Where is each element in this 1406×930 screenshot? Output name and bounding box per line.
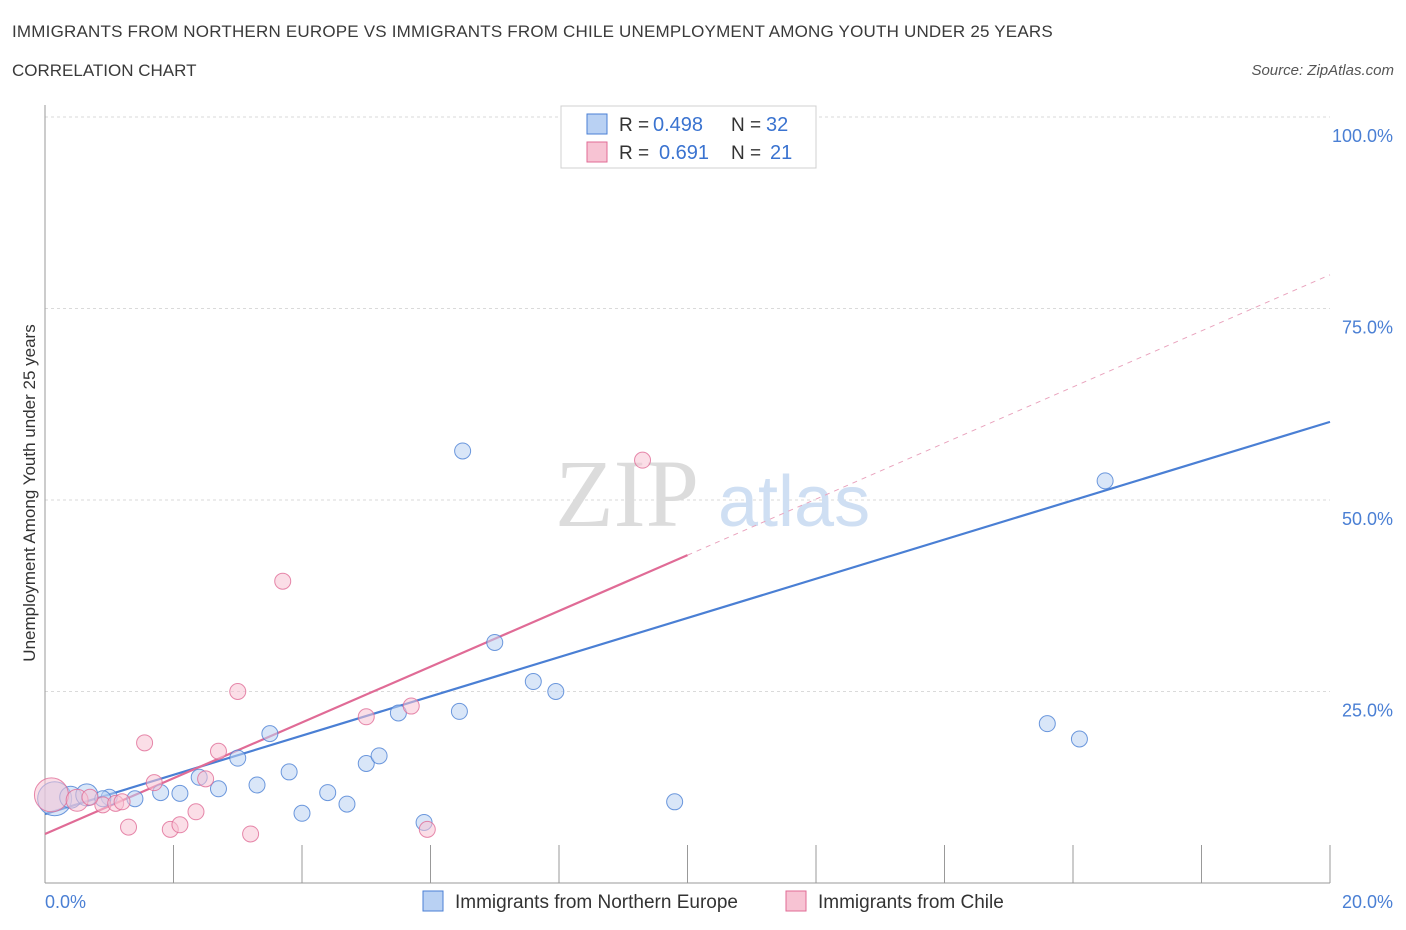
point-chile-12 xyxy=(229,683,247,700)
stats-n-value-2: 21 xyxy=(770,142,792,164)
stats-n-value-1: 32 xyxy=(766,114,788,136)
point-northern-europe-10 xyxy=(248,776,266,794)
point-chile-14 xyxy=(274,572,292,590)
point-chile-20 xyxy=(113,793,131,811)
y-tick-label-0: 25.0% xyxy=(1342,701,1393,721)
point-northern-europe-22 xyxy=(486,633,504,651)
series-legend: Immigrants from Northern Europe Immigran… xyxy=(422,890,1004,913)
watermark: ZIP atlas xyxy=(555,440,870,547)
chart-subtitle: CORRELATION CHART xyxy=(12,61,197,80)
point-chile-4 xyxy=(120,818,138,836)
stats-swatch-blue xyxy=(586,113,608,135)
x-tick-labels: 0.0% 20.0% xyxy=(45,892,1393,912)
trend-line-chile-extension xyxy=(687,274,1331,556)
x-tick-label-0: 0.0% xyxy=(45,892,86,912)
point-chile-13 xyxy=(242,825,260,843)
y-tick-labels: 25.0% 50.0% 75.0% 100.0% xyxy=(1332,126,1393,721)
point-northern-europe-20 xyxy=(450,702,468,720)
point-chile-8 xyxy=(171,816,189,834)
point-northern-europe-25 xyxy=(666,793,684,811)
point-chile-6 xyxy=(145,774,163,792)
point-chile-0 xyxy=(33,777,69,813)
stats-legend: R = 0.498 N = 32 R = 0.691 N = 21 xyxy=(560,105,817,169)
svg-text:R =: R = xyxy=(619,115,649,136)
point-northern-europe-16 xyxy=(357,755,375,773)
stats-swatch-pink xyxy=(586,141,608,163)
stats-n-label-2: N = xyxy=(731,143,761,164)
stats-r-value-1: 0.498 xyxy=(653,114,703,136)
stats-n-label-1: N = xyxy=(731,115,761,136)
point-northern-europe-29 xyxy=(1070,730,1088,748)
data-points xyxy=(33,108,1114,843)
legend-swatch-pink xyxy=(785,890,807,912)
legend-label-pink: Immigrants from Chile xyxy=(818,892,1004,913)
watermark-zip: ZIP xyxy=(555,440,699,547)
y-tick-label-3: 100.0% xyxy=(1332,126,1393,146)
point-chile-16 xyxy=(402,697,420,715)
point-northern-europe-12 xyxy=(280,763,298,781)
stats-r-value-2: 0.691 xyxy=(659,142,709,164)
stats-r-label-1: R = xyxy=(619,115,649,136)
y-tick-label-1: 50.0% xyxy=(1342,509,1393,529)
point-chile-18 xyxy=(634,451,652,469)
point-chile-5 xyxy=(136,734,154,752)
point-northern-europe-14 xyxy=(319,784,337,802)
trend-line-northern-europe xyxy=(44,420,1331,816)
legend-swatch-blue xyxy=(422,890,444,912)
point-chile-19 xyxy=(81,788,99,806)
point-northern-europe-17 xyxy=(370,747,388,765)
legend-label-blue: Immigrants from Northern Europe xyxy=(455,892,738,913)
point-chile-17 xyxy=(418,820,436,838)
point-northern-europe-30 xyxy=(1096,472,1114,490)
point-northern-europe-13 xyxy=(293,804,311,822)
point-chile-9 xyxy=(187,803,205,821)
trend-line-chile xyxy=(44,554,688,835)
point-northern-europe-11 xyxy=(261,725,279,743)
point-northern-europe-23 xyxy=(524,673,542,691)
point-northern-europe-21 xyxy=(454,442,472,460)
gridlines xyxy=(45,116,1330,692)
point-northern-europe-9 xyxy=(229,749,247,767)
point-northern-europe-24 xyxy=(547,683,565,700)
source-label: Source: ZipAtlas.com xyxy=(1251,62,1394,79)
point-northern-europe-6 xyxy=(171,784,189,802)
y-tick-label-2: 75.0% xyxy=(1342,318,1393,338)
point-northern-europe-28 xyxy=(1038,715,1056,733)
point-chile-11 xyxy=(209,742,227,760)
x-tick-label-1: 20.0% xyxy=(1342,892,1393,912)
watermark-atlas: atlas xyxy=(718,462,870,542)
stats-r-label-2: R = xyxy=(619,143,649,164)
point-northern-europe-8 xyxy=(209,780,227,798)
y-axis-label: Unemployment Among Youth under 25 years xyxy=(20,324,39,661)
axes xyxy=(44,105,1331,884)
chart-title: IMMIGRANTS FROM NORTHERN EUROPE VS IMMIG… xyxy=(12,22,1053,41)
point-chile-15 xyxy=(357,708,375,726)
point-chile-10 xyxy=(197,770,215,788)
point-northern-europe-15 xyxy=(338,795,356,813)
